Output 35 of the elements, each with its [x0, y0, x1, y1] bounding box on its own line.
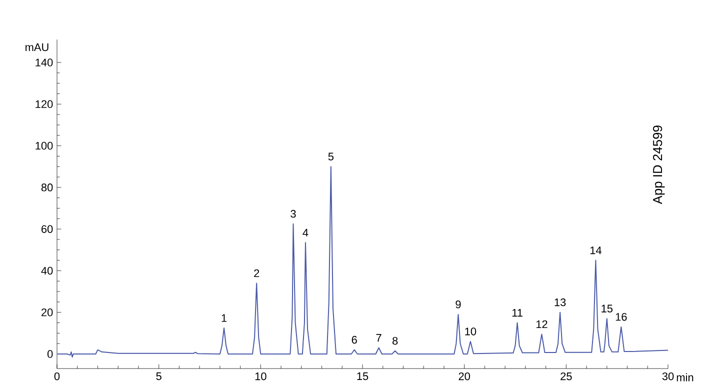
x-tick-label: 30 — [662, 372, 674, 380]
annotation: 15 — [602, 304, 613, 312]
x-tick-label: 25 — [560, 372, 572, 380]
y-tick-label: 40 — [41, 266, 53, 275]
annotation: 8 — [392, 336, 398, 345]
annotation: 14 — [590, 246, 602, 254]
annotation: 13 — [554, 298, 566, 306]
annotation: 4 — [302, 228, 308, 236]
y-tick-label: 120 — [36, 100, 53, 108]
x-tick-label: 15 — [357, 372, 368, 380]
y-tick-label: 20 — [42, 308, 53, 316]
y-tick-label: 60 — [42, 225, 53, 233]
annotation: 11 — [512, 309, 522, 317]
annotation: App ID 24599 — [652, 126, 665, 204]
annotation: 12 — [536, 320, 548, 328]
annotation: 9 — [456, 300, 461, 308]
x-axis-title: min — [676, 373, 694, 382]
y-tick-label: 0 — [47, 350, 53, 358]
annotation: 3 — [290, 210, 296, 218]
x-tick-label: 20 — [458, 372, 470, 380]
annotation: 10 — [465, 328, 476, 336]
x-tick-label: 10 — [255, 372, 266, 380]
y-axis-title: mAU — [26, 43, 48, 52]
x-tick-label: 0 — [54, 372, 60, 380]
annotation: 7 — [376, 334, 382, 342]
y-tick-label: 100 — [36, 142, 53, 150]
annotation: 16 — [616, 313, 627, 321]
annotation: 6 — [352, 336, 357, 344]
x-tick-label: 5 — [156, 372, 162, 380]
annotation: 1 — [222, 314, 227, 322]
y-tick-label: 140 — [36, 58, 53, 66]
y-tick-label: 80 — [41, 184, 53, 192]
annotation: 5 — [328, 152, 334, 160]
line-series — [56, 166, 669, 358]
annotation: 2 — [254, 269, 260, 278]
